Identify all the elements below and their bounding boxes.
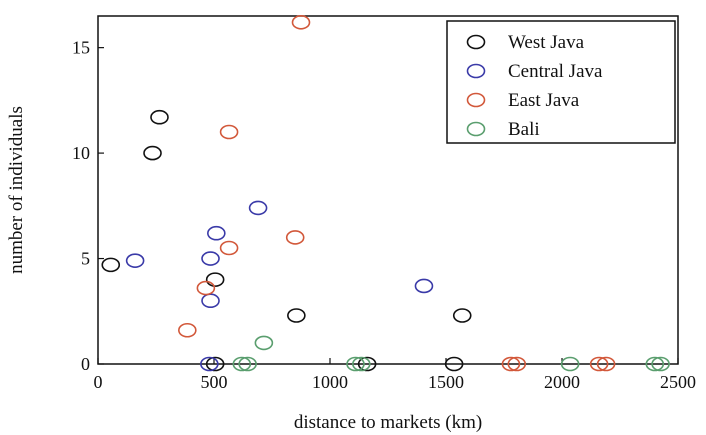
y-tick-label: 10	[72, 143, 90, 163]
legend-label: West Java	[508, 32, 585, 53]
data-point	[238, 356, 257, 372]
y-tick-label: 15	[72, 38, 90, 58]
data-point	[125, 253, 145, 268]
data-point	[205, 356, 225, 372]
data-point	[232, 356, 252, 372]
data-point	[291, 15, 311, 30]
data-point	[101, 257, 121, 273]
data-point	[248, 200, 268, 216]
data-point	[143, 145, 162, 161]
legend-label: East Java	[508, 90, 580, 111]
plot-frame	[97, 15, 679, 365]
y-tick-label: 5	[81, 249, 90, 269]
x-tick-label: 2000	[544, 372, 580, 392]
data-point	[178, 322, 197, 338]
legend-marker	[466, 63, 486, 79]
data-point	[452, 308, 472, 323]
legend: West Java Central Java East Java Bali	[446, 20, 676, 144]
data-point	[444, 356, 464, 372]
data-point	[207, 225, 226, 241]
data-point	[285, 230, 305, 245]
x-tick-label: 0	[94, 372, 103, 392]
data-point	[357, 356, 377, 372]
data-point	[150, 109, 169, 125]
x-tick-label: 1500	[428, 372, 464, 392]
legend-label: Central Java	[508, 61, 603, 82]
data-point	[352, 356, 371, 372]
data-point	[219, 124, 239, 140]
data-points	[101, 15, 670, 372]
data-point	[201, 293, 220, 309]
data-point	[201, 251, 220, 266]
data-point	[254, 335, 274, 351]
data-point	[507, 356, 527, 372]
legend-marker	[466, 34, 486, 50]
data-point	[501, 356, 521, 372]
data-point	[596, 356, 616, 372]
data-point	[346, 356, 365, 372]
y-axis-label: number of individuals	[6, 106, 27, 274]
plot-area	[97, 15, 679, 365]
axis-ticks: 0 500 1000 1500 2000 2500 0 5 10 15	[72, 38, 696, 392]
data-point	[645, 356, 665, 372]
x-axis-label: distance to markets (km)	[294, 412, 482, 433]
data-point	[219, 240, 239, 256]
x-tick-label: 500	[201, 372, 228, 392]
data-point	[414, 278, 434, 294]
y-tick-label: 0	[81, 354, 90, 374]
data-point	[205, 272, 225, 287]
data-point	[560, 356, 580, 372]
data-point	[196, 280, 216, 296]
x-tick-label: 1000	[312, 372, 348, 392]
legend-marker	[466, 121, 486, 137]
legend-label: Bali	[508, 119, 540, 140]
data-point	[589, 356, 609, 372]
legend-marker	[466, 92, 486, 108]
data-point	[200, 356, 219, 372]
data-point	[651, 356, 670, 372]
data-point	[287, 308, 306, 323]
x-tick-label: 2500	[660, 372, 696, 392]
